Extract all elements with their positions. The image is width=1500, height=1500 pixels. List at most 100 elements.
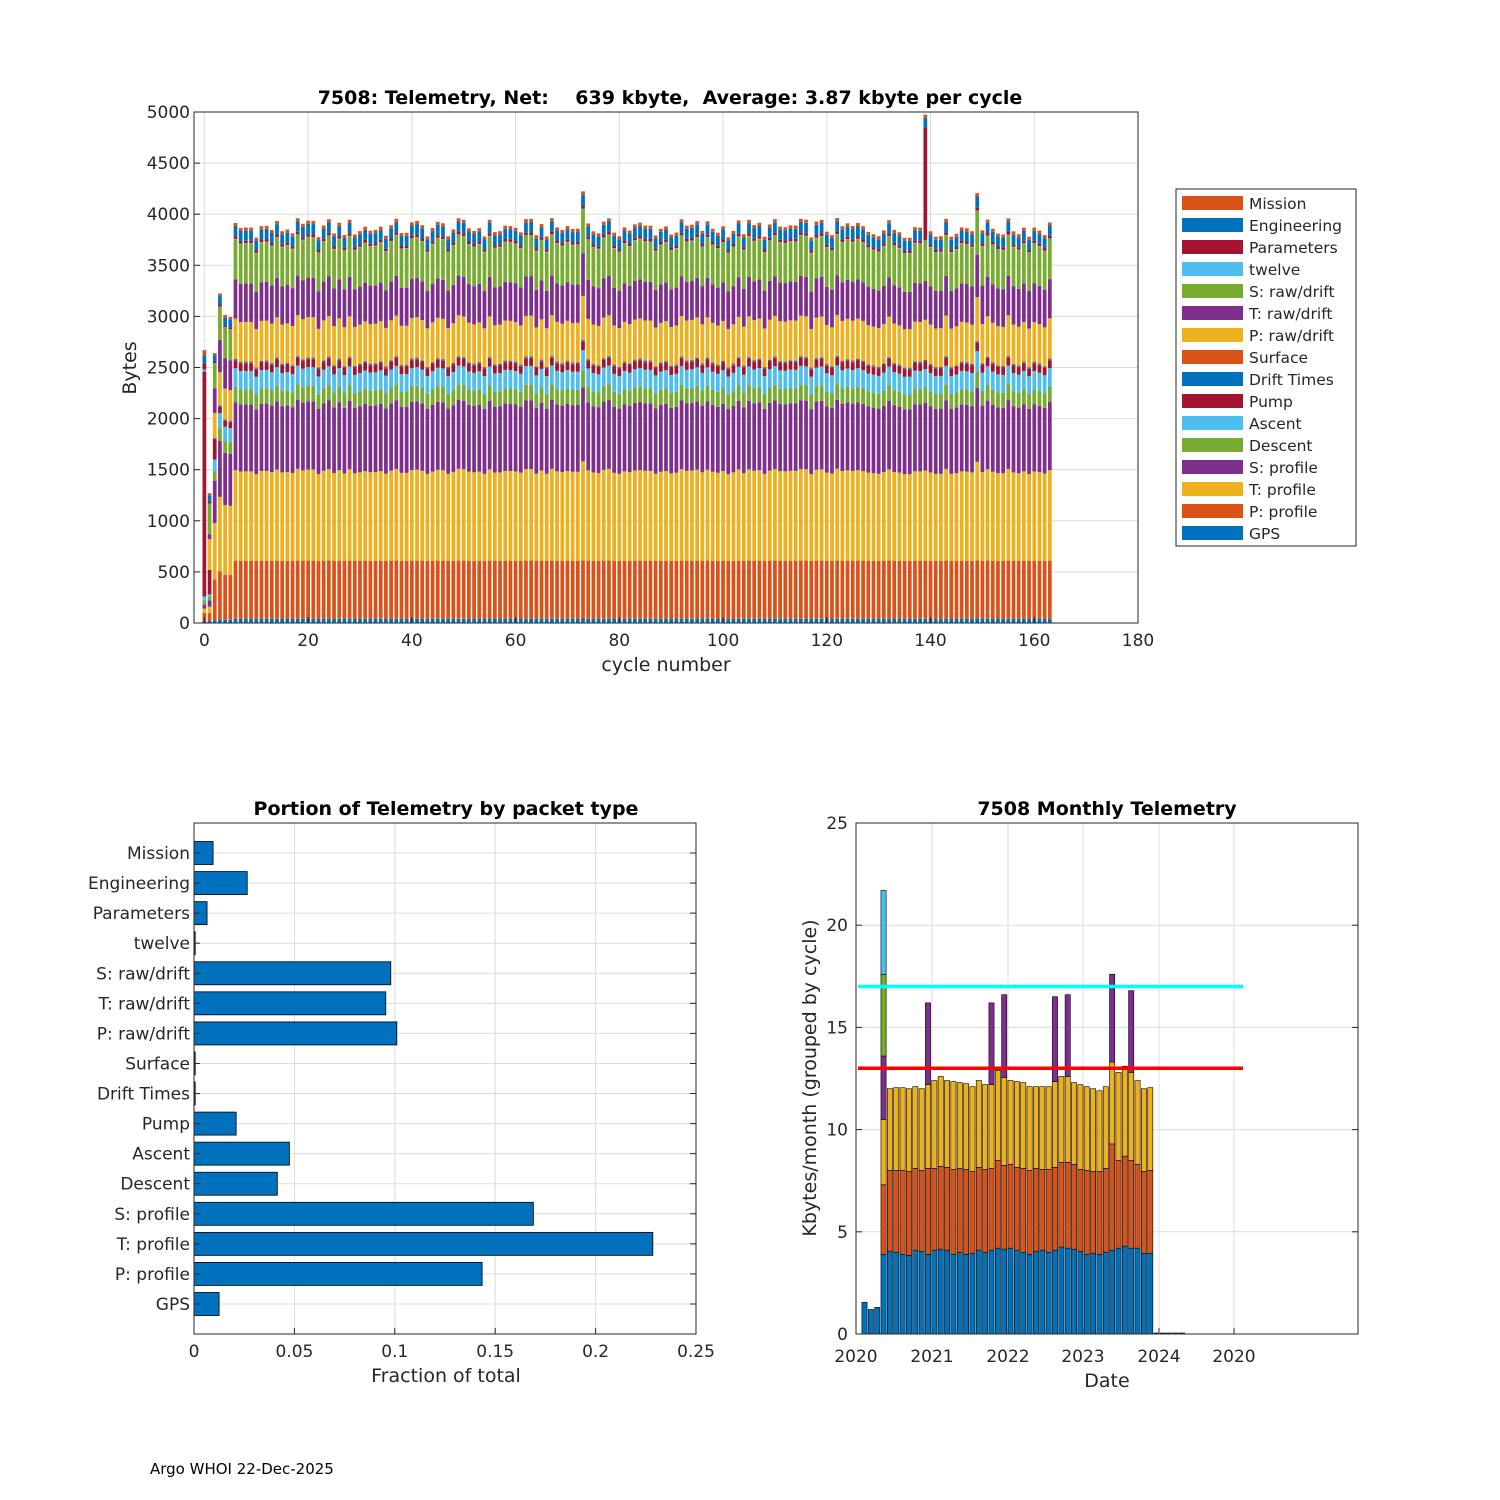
bar-segment (202, 608, 207, 613)
bar-segment (990, 244, 995, 285)
bar-segment (959, 618, 964, 623)
bar-segment (586, 359, 591, 360)
bar-segment (913, 242, 917, 244)
bar-segment (736, 277, 741, 317)
bar-segment (202, 371, 207, 597)
bar-segment (326, 235, 331, 236)
bar-segment (757, 279, 762, 319)
month-bar-segment (867, 1309, 874, 1335)
bar-segment (669, 247, 674, 250)
bar-segment (212, 459, 217, 472)
bar-segment (1001, 289, 1006, 327)
bar-segment (1016, 560, 1021, 620)
bar-segment (503, 241, 508, 282)
bar-segment (275, 359, 279, 368)
category-label: Parameters (93, 904, 190, 924)
bar-segment (295, 365, 300, 385)
bar-segment (964, 361, 969, 363)
bar-segment (1011, 406, 1016, 473)
bar-segment (435, 224, 440, 236)
bar-segment (612, 248, 616, 288)
bar-segment (378, 388, 383, 404)
bar-segment (684, 241, 689, 282)
bar-segment (643, 241, 648, 282)
bar-segment (316, 474, 321, 561)
bar-segment (928, 247, 933, 287)
bar-segment (617, 239, 622, 250)
bar-segment (425, 368, 430, 377)
bar-segment (435, 469, 440, 561)
bar-segment (990, 228, 995, 232)
bar-segment (342, 367, 347, 376)
bar-segment (409, 222, 414, 226)
bar-segment (622, 618, 627, 623)
bar-segment (1001, 407, 1006, 474)
bar-segment (1001, 392, 1006, 408)
fraction-bar (193, 1171, 278, 1196)
bar-segment (778, 618, 782, 623)
bar-segment (923, 369, 928, 388)
bar-segment (544, 393, 549, 409)
bar-segment (928, 364, 933, 366)
bar-segment (415, 236, 419, 238)
bar-segment (856, 359, 860, 361)
bar-segment (918, 370, 923, 390)
month-bar-segment (1001, 994, 1008, 1078)
bar-segment (212, 355, 217, 362)
bar-segment (819, 357, 824, 359)
bar-segment (923, 387, 928, 403)
month-bar-segment (1045, 1169, 1052, 1253)
bar-segment (529, 232, 534, 236)
bar-segment (425, 328, 430, 367)
bar-segment (907, 368, 912, 370)
month-bar-segment (1020, 1168, 1027, 1253)
bar-segment (415, 358, 419, 360)
bar-segment (913, 240, 917, 243)
bar-segment (881, 472, 886, 561)
bar-segment (487, 219, 492, 223)
bar-segment (575, 322, 580, 363)
bar-segment (980, 285, 985, 324)
bar-segment (415, 234, 419, 237)
bar-segment (726, 237, 731, 241)
month-bar-segment (925, 1084, 931, 1169)
month-bar-segment (886, 1170, 893, 1252)
bar-segment (824, 365, 829, 374)
bar-segment (441, 358, 445, 360)
bar-segment (311, 234, 316, 237)
bar-segment (326, 358, 331, 367)
bar-segment (705, 234, 710, 238)
bar-segment (487, 222, 492, 234)
bar-segment (804, 560, 808, 619)
bar-segment (295, 275, 300, 316)
month-bar-segment (975, 1167, 982, 1251)
bar-segment (596, 407, 601, 473)
bar-segment (1022, 361, 1026, 363)
bar-segment (902, 394, 907, 410)
bar-segment (980, 245, 985, 247)
bar-segment (1006, 365, 1011, 385)
bar-segment (928, 234, 933, 245)
bar-segment (378, 242, 383, 283)
bar-segment (581, 341, 585, 351)
bar-segment (607, 560, 611, 619)
bar-segment (887, 385, 891, 401)
bar-segment (970, 286, 974, 325)
bar-segment (970, 472, 974, 561)
bar-segment (332, 392, 336, 408)
bar-segment (477, 283, 482, 323)
bar-segment (684, 281, 689, 321)
bar-segment (643, 361, 648, 363)
bar-segment (1047, 469, 1052, 561)
bar-segment (897, 364, 902, 366)
bar-segment (949, 376, 954, 394)
bar-segment (824, 234, 829, 245)
bar-segment (285, 618, 290, 623)
bar-segment (218, 441, 222, 497)
bar-segment (518, 247, 523, 249)
bar-segment (949, 252, 954, 292)
bar-segment (949, 239, 954, 250)
bar-segment (933, 560, 938, 620)
bar-segment (773, 358, 777, 367)
bar-segment (824, 363, 829, 365)
